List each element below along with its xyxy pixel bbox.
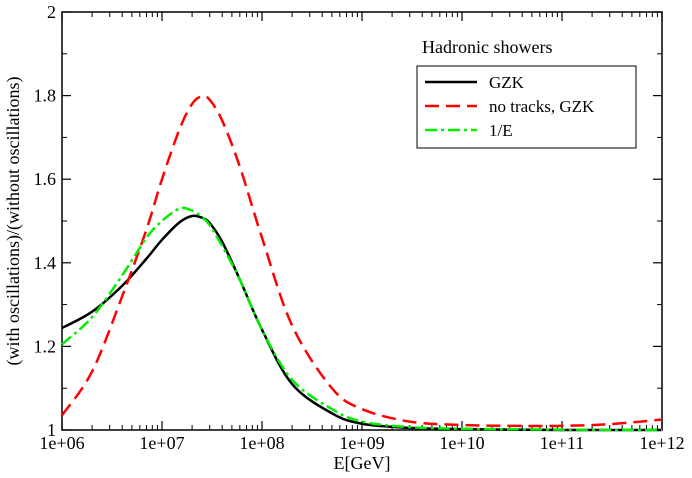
x-tick-label: 1e+11	[540, 433, 584, 453]
y-tick-label: 2	[47, 2, 56, 22]
x-tick-label: 1e+12	[639, 433, 684, 453]
x-tick-label: 1e+08	[239, 433, 284, 453]
y-tick-label: 1.8	[34, 86, 57, 106]
x-tick-label: 1e+07	[139, 433, 184, 453]
legend-label-no-tracks-gzk: no tracks, GZK	[489, 97, 595, 116]
y-tick-label: 1.2	[34, 336, 57, 356]
series-group	[60, 94, 663, 432]
x-axis-title: E[GeV]	[334, 453, 391, 473]
y-tick-label: 1	[47, 420, 56, 440]
legend-label-1-over-e: 1/E	[489, 121, 513, 140]
x-tick-label: 1e+09	[339, 433, 384, 453]
legend-label-gzk: GZK	[489, 73, 525, 92]
series-line-2	[61, 206, 663, 432]
y-tick-label: 1.6	[34, 169, 57, 189]
annotation-hadronic-showers: Hadronic showers	[422, 37, 552, 57]
series-line-1	[60, 94, 663, 428]
x-tick-label: 1e+06	[39, 433, 84, 453]
y-tick-label: 1.4	[34, 253, 57, 273]
legend: GZK no tracks, GZK 1/E	[416, 65, 637, 149]
tick-group: 1e+06 1e+07 1e+08 1e+09 1e+10 1e+11 1e+12 1 1.2 1…	[34, 2, 685, 453]
x-tick-label: 1e+10	[439, 433, 484, 453]
y-axis-title: (with oscillations)/(without oscillation…	[3, 77, 24, 366]
